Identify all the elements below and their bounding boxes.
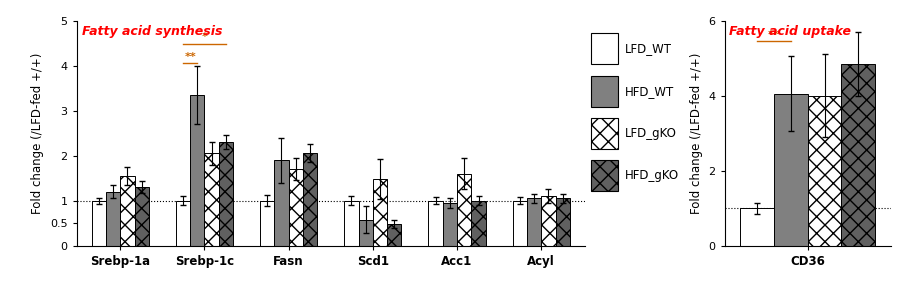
Text: *: * [202, 32, 207, 42]
Text: Fatty acid uptake: Fatty acid uptake [730, 25, 851, 38]
Bar [457, 174, 472, 246]
Bar [135, 187, 148, 246]
Bar [204, 153, 219, 246]
Bar [472, 201, 486, 246]
Bar [373, 179, 387, 246]
Bar [344, 201, 358, 246]
Bar [219, 142, 233, 246]
Bar [289, 169, 303, 246]
Bar [260, 201, 274, 246]
Bar [274, 160, 289, 246]
FancyBboxPatch shape [590, 160, 618, 191]
Y-axis label: Fold change (/LFD-fed +/+): Fold change (/LFD-fed +/+) [32, 52, 44, 214]
FancyBboxPatch shape [590, 76, 618, 107]
Bar [541, 196, 555, 246]
Bar [513, 201, 526, 246]
Bar [176, 201, 190, 246]
Bar [92, 201, 106, 246]
Text: **: ** [769, 30, 780, 40]
Bar [842, 64, 875, 246]
Bar [106, 192, 121, 246]
Text: Fatty acid synthesis: Fatty acid synthesis [82, 25, 222, 38]
FancyBboxPatch shape [590, 118, 618, 149]
Bar [303, 153, 318, 246]
Bar [555, 198, 570, 246]
Bar [190, 95, 204, 246]
Text: LFD_WT: LFD_WT [625, 42, 671, 55]
Text: HFD_gKO: HFD_gKO [625, 169, 679, 182]
Bar [443, 203, 457, 246]
Bar [741, 208, 774, 246]
Bar [808, 96, 842, 246]
Text: HFD_WT: HFD_WT [625, 85, 674, 98]
FancyBboxPatch shape [590, 33, 618, 64]
Text: LFD_gKO: LFD_gKO [625, 127, 677, 140]
Bar [121, 176, 135, 246]
Text: **: ** [184, 52, 196, 62]
Bar [428, 201, 443, 246]
Bar [774, 94, 808, 246]
Bar [387, 224, 401, 246]
Y-axis label: Fold change (/LFD-fed +/+): Fold change (/LFD-fed +/+) [689, 52, 703, 214]
Bar [526, 198, 541, 246]
Bar [358, 220, 373, 246]
